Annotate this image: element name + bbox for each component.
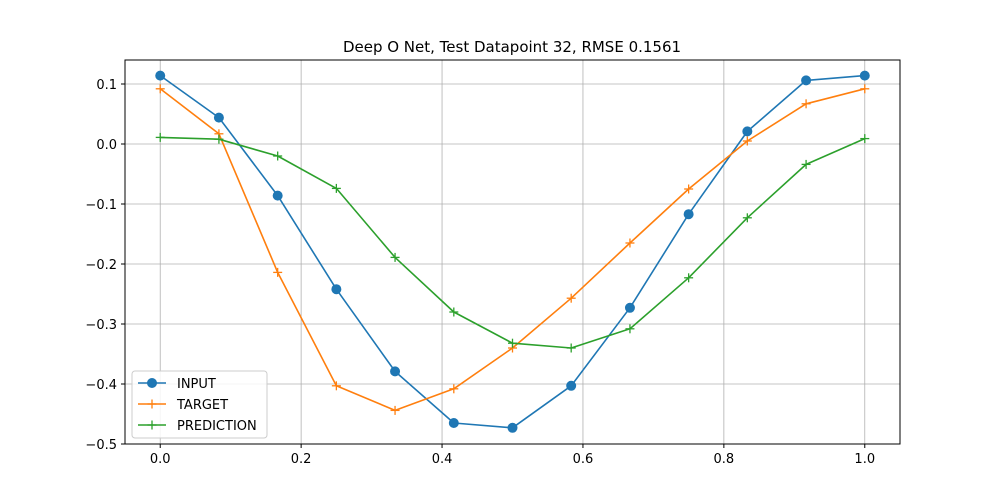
- x-tick-label: 0.0: [150, 452, 171, 467]
- input-point: [272, 190, 283, 201]
- prediction-point: [449, 307, 459, 317]
- legend-box: [131, 370, 268, 439]
- series-layer: [155, 70, 870, 433]
- grid: [125, 60, 900, 445]
- plot-frame: [124, 59, 901, 445]
- x-tick-label: 0.6: [573, 452, 594, 467]
- series-input: [155, 70, 870, 433]
- y-tick-label: −0.1: [85, 198, 117, 213]
- input-point: [390, 366, 401, 377]
- legend-label: TARGET: [176, 398, 228, 413]
- y-tick-label: −0.4: [85, 378, 117, 393]
- prediction-point: [390, 252, 400, 262]
- target-point: [155, 84, 165, 94]
- legend-item-prediction: PREDICTION: [138, 419, 257, 434]
- target-point: [390, 405, 400, 415]
- input-point: [507, 422, 518, 433]
- target-point: [566, 293, 576, 303]
- axes: 0.0 0.2 0.4 0.6 0.8 1.0 0.1 0.0 −0.1 −0.2 −0.3 −0.4…: [85, 78, 875, 467]
- input-point: [624, 302, 635, 313]
- prediction-point: [684, 273, 694, 283]
- input-point: [859, 70, 870, 81]
- x-tick-label: 0.8: [714, 452, 735, 467]
- chart-title: Deep O Net, Test Datapoint 32, RMSE 0.15…: [343, 38, 681, 56]
- target-point: [801, 99, 811, 109]
- input-point: [448, 418, 459, 428]
- prediction-point: [155, 132, 165, 142]
- prediction-point: [566, 343, 576, 353]
- target-point: [684, 184, 694, 194]
- prediction-point: [331, 183, 341, 193]
- legend-label: INPUT: [177, 377, 216, 392]
- x-tick-label: 0.2: [291, 452, 312, 467]
- input-point: [742, 126, 753, 137]
- input-point: [331, 284, 342, 295]
- legend: INPUT TARGET PREDICTION: [131, 370, 268, 439]
- prediction-point: [742, 213, 752, 223]
- prediction-point: [214, 134, 224, 144]
- y-tick-label: 0.0: [96, 138, 117, 153]
- input-point: [683, 209, 694, 220]
- x-tick-label: 1.0: [854, 452, 875, 467]
- legend-item-target: TARGET: [138, 398, 228, 413]
- input-point: [566, 380, 577, 391]
- y-tick-label: −0.3: [85, 318, 117, 333]
- prediction-point: [860, 134, 870, 144]
- series-prediction: [155, 132, 870, 353]
- legend-label: PREDICTION: [177, 419, 257, 434]
- prediction-point: [508, 338, 517, 348]
- target-point: [331, 381, 341, 391]
- prediction-point: [625, 324, 635, 334]
- legend-item-input: INPUT: [138, 377, 216, 392]
- legend-swatch-marker: [147, 420, 157, 430]
- y-tick-label: 0.1: [96, 78, 117, 93]
- target-point: [742, 136, 752, 146]
- target-point: [449, 384, 459, 394]
- x-tick-label: 0.4: [432, 452, 453, 467]
- target-point: [625, 238, 635, 248]
- legend-swatch-marker: [147, 399, 157, 409]
- legend-swatch-marker: [147, 378, 157, 388]
- y-tick-label: −0.2: [85, 258, 117, 273]
- target-point: [860, 84, 870, 94]
- target-point: [273, 267, 283, 277]
- input-point: [213, 112, 224, 123]
- input-point: [801, 75, 812, 86]
- y-tick-label: −0.5: [85, 438, 117, 453]
- input-point: [155, 70, 166, 81]
- prediction-point: [801, 159, 811, 169]
- prediction-point: [273, 151, 283, 161]
